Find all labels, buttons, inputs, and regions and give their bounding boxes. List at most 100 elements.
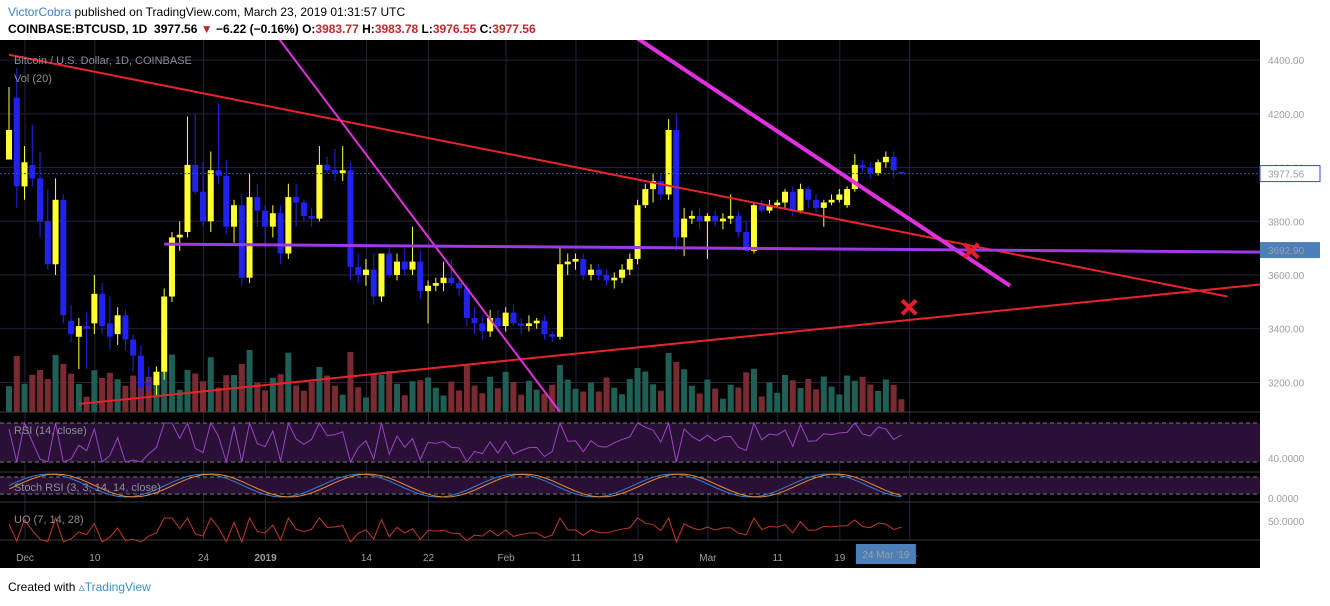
stoch-rsi-label: Stoch RSI (3, 3, 14, 14, close) xyxy=(14,482,161,494)
candle-body xyxy=(774,202,781,206)
volume-bar xyxy=(262,390,269,412)
volume-bar xyxy=(269,377,276,412)
candle-body xyxy=(890,156,897,171)
close-value: 3977.56 xyxy=(492,22,536,36)
candle-body xyxy=(432,283,439,286)
volume-layer xyxy=(6,350,905,412)
candle-body xyxy=(502,312,509,327)
date-tick-label: Dec xyxy=(16,553,34,564)
volume-bar xyxy=(564,379,571,412)
close-label: C: xyxy=(479,22,493,36)
volume-bar xyxy=(300,390,307,412)
volume-bar xyxy=(44,379,51,412)
volume-bar xyxy=(184,370,191,412)
price-label-text: 3692.90 xyxy=(1268,246,1305,257)
volume-bar xyxy=(549,384,556,412)
volume-bar xyxy=(331,385,338,412)
candle-body xyxy=(735,215,742,233)
volume-bar xyxy=(805,379,812,412)
volume-bar xyxy=(145,376,152,412)
axis-layer: 4400.004200.004000.003800.003600.003400.… xyxy=(16,56,1321,564)
date-tick-label: Mar xyxy=(699,553,717,564)
candle-body xyxy=(401,261,408,270)
candle-body xyxy=(766,205,773,211)
rsi-line xyxy=(8,421,902,464)
candle-body xyxy=(83,326,90,329)
rsi-axis-tick: 40.0000 xyxy=(1268,454,1305,465)
date-label-text: 24 Mar '19 xyxy=(862,550,909,561)
price-tick-label: 3800.00 xyxy=(1268,217,1305,228)
candle-body xyxy=(657,181,664,195)
volume-bar xyxy=(37,370,44,412)
candle-body xyxy=(347,170,354,267)
candle-body xyxy=(626,258,633,270)
candle-body xyxy=(665,129,672,195)
candle-body xyxy=(688,215,695,219)
volume-bar xyxy=(890,384,897,412)
volume-bar xyxy=(425,377,432,412)
volume-bar xyxy=(875,391,882,412)
volume-bar xyxy=(704,379,711,412)
created-with-text: Created with xyxy=(8,580,76,594)
candle-body xyxy=(231,205,238,227)
chart-canvas[interactable]: 4400.004200.004000.003800.003600.003400.… xyxy=(0,40,1330,572)
candle-body xyxy=(828,199,835,203)
trendline-red-upper xyxy=(8,53,1228,298)
trendline-magenta-thick xyxy=(636,40,1012,288)
candle-body xyxy=(176,234,183,238)
tradingview-link[interactable]: TradingView xyxy=(84,580,151,594)
author-link[interactable]: VictorCobra xyxy=(8,5,72,19)
open-label: O: xyxy=(302,22,316,36)
price-label-box xyxy=(1260,242,1320,259)
candle-body xyxy=(29,164,36,179)
volume-bar xyxy=(293,385,300,412)
candle-body xyxy=(805,189,812,200)
date-tick-label: 11 xyxy=(571,553,582,564)
candle-body xyxy=(518,323,525,327)
candle-body xyxy=(463,288,470,318)
volume-bar xyxy=(339,394,346,412)
volume-bar xyxy=(533,389,540,412)
volume-bar xyxy=(898,399,905,412)
indicator-band xyxy=(0,423,1260,462)
volume-bar xyxy=(394,383,400,412)
volume-bar xyxy=(417,380,424,412)
candle-body xyxy=(254,197,261,211)
symbol-label: COINBASE:BTCUSD, 1D xyxy=(8,22,148,36)
candle-body xyxy=(844,189,851,206)
tradingview-logo-icon: ▵ xyxy=(78,580,85,594)
volume-bar xyxy=(727,384,734,412)
candle-body xyxy=(549,334,556,337)
candle-body xyxy=(440,277,447,284)
volume-bar xyxy=(75,384,82,412)
volume-bar xyxy=(487,376,494,412)
volume-bar xyxy=(386,371,393,412)
candle-body xyxy=(820,202,827,208)
candle-body xyxy=(533,320,540,324)
indicators-layer xyxy=(0,421,1260,544)
candle-body xyxy=(619,269,626,278)
volume-bar xyxy=(13,356,20,412)
candle-body xyxy=(331,170,338,173)
volume-bar xyxy=(572,388,579,412)
candle-body xyxy=(572,258,579,262)
volume-label: Vol (20) xyxy=(14,73,52,85)
chart-header: VictorCobra published on TradingView.com… xyxy=(0,0,1330,40)
volume-bar xyxy=(200,381,206,412)
date-tick-label: Feb xyxy=(498,553,516,564)
volume-bar xyxy=(735,387,742,412)
volume-bar xyxy=(432,387,439,412)
candle-body xyxy=(215,170,222,176)
candle-body xyxy=(285,197,292,254)
volume-bar xyxy=(254,382,261,412)
volume-bar xyxy=(813,389,820,412)
candle-body xyxy=(223,175,230,227)
candle-body xyxy=(277,213,284,254)
candle-body xyxy=(456,283,463,289)
volume-bar xyxy=(844,375,851,412)
candle-body xyxy=(21,162,28,187)
candle-body xyxy=(130,339,137,356)
volume-bar xyxy=(324,375,331,412)
candle-body xyxy=(75,326,82,337)
trendline-purple-support xyxy=(164,242,1260,254)
